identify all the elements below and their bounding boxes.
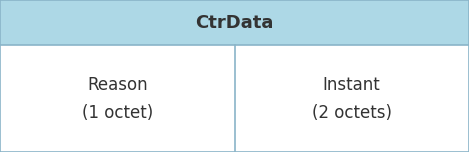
Text: (2 octets): (2 octets) bbox=[312, 104, 392, 121]
Text: Instant: Instant bbox=[323, 76, 381, 93]
Bar bbox=[234, 45, 469, 152]
Text: Reason: Reason bbox=[87, 76, 148, 93]
Text: (1 octet): (1 octet) bbox=[82, 104, 153, 121]
Text: CtrData: CtrData bbox=[195, 14, 274, 31]
Bar bbox=[0, 0, 469, 45]
Bar bbox=[0, 45, 234, 152]
